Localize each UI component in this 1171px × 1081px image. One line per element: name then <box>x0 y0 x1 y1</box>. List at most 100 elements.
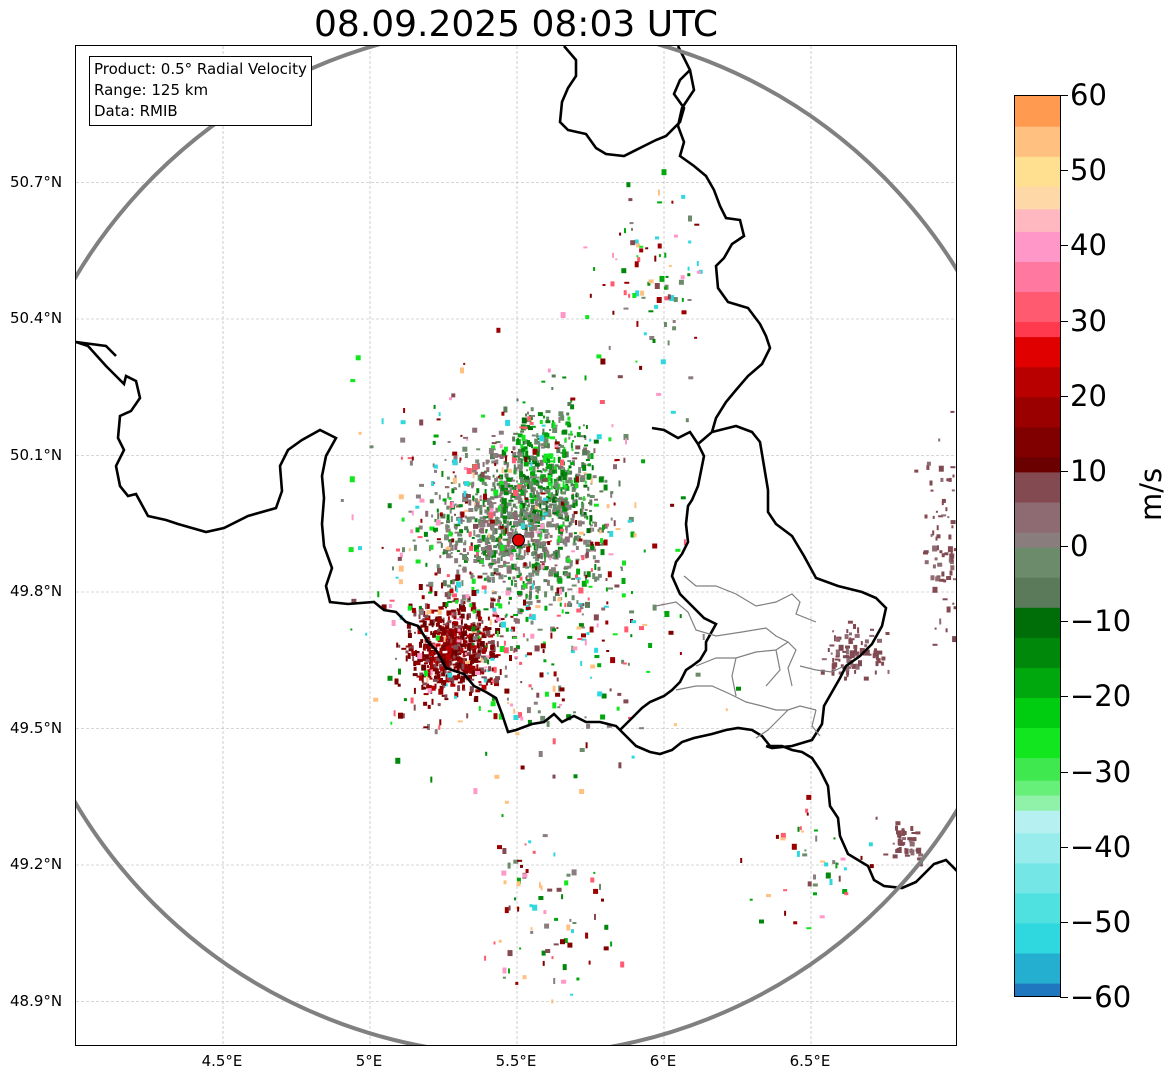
velocity-echo <box>574 535 579 541</box>
velocity-echo <box>910 849 915 856</box>
velocity-echo <box>434 469 437 473</box>
velocity-echo <box>407 643 412 647</box>
velocity-echo <box>471 670 477 677</box>
velocity-echo <box>462 499 467 503</box>
velocity-echo <box>560 415 565 421</box>
velocity-echo <box>542 469 548 472</box>
velocity-echo <box>628 716 631 719</box>
colorbar-band <box>1015 667 1060 698</box>
velocity-echo <box>422 620 427 627</box>
velocity-echo <box>543 453 549 458</box>
velocity-echo <box>575 577 581 580</box>
velocity-echo <box>506 697 509 701</box>
velocity-echo <box>529 492 533 498</box>
velocity-echo <box>444 458 447 461</box>
velocity-echo <box>442 627 445 634</box>
velocity-echo <box>554 571 558 574</box>
velocity-echo <box>439 647 443 654</box>
colorbar-band <box>1015 456 1060 473</box>
velocity-echo <box>415 559 421 564</box>
velocity-echo <box>851 663 857 669</box>
info-product: Product: 0.5° Radial Velocity <box>94 60 307 78</box>
velocity-echo <box>450 637 455 644</box>
velocity-echo <box>519 947 522 950</box>
velocity-echo <box>559 703 562 706</box>
velocity-echo <box>560 312 566 318</box>
velocity-echo <box>892 842 895 845</box>
velocity-echo <box>567 416 571 421</box>
velocity-echo <box>540 643 546 649</box>
velocity-echo <box>881 661 885 666</box>
velocity-echo <box>476 550 478 557</box>
velocity-echo <box>452 471 455 474</box>
velocity-echo <box>554 592 560 596</box>
velocity-echo <box>485 751 488 756</box>
velocity-echo <box>553 481 559 488</box>
colorbar-band <box>1015 396 1060 428</box>
velocity-echo <box>512 576 516 580</box>
velocity-echo <box>536 470 542 473</box>
velocity-echo <box>602 524 605 530</box>
velocity-echo <box>585 577 587 582</box>
lat-tick-label: 49.5°N <box>10 718 63 737</box>
velocity-echo <box>507 547 513 554</box>
velocity-echo <box>526 490 528 493</box>
velocity-echo <box>561 979 567 984</box>
velocity-echo <box>421 676 424 683</box>
velocity-echo <box>524 439 528 445</box>
velocity-echo <box>944 552 949 556</box>
velocity-echo <box>426 584 430 587</box>
velocity-echo <box>592 475 597 479</box>
velocity-echo <box>460 634 465 639</box>
velocity-echo <box>681 194 686 199</box>
velocity-echo <box>801 830 804 833</box>
velocity-echo <box>414 631 416 634</box>
velocity-echo <box>530 486 534 492</box>
velocity-echo <box>454 692 459 698</box>
velocity-echo <box>477 539 483 543</box>
velocity-echo <box>877 661 882 664</box>
velocity-echo <box>459 677 465 683</box>
velocity-echo <box>472 575 475 578</box>
velocity-echo <box>669 295 675 302</box>
velocity-echo <box>438 677 440 680</box>
velocity-echo <box>483 516 486 520</box>
velocity-echo <box>455 505 461 508</box>
velocity-echo <box>847 620 853 624</box>
velocity-echo <box>438 724 441 730</box>
velocity-echo <box>425 539 429 542</box>
velocity-echo <box>460 618 463 625</box>
velocity-echo <box>530 513 535 520</box>
velocity-echo <box>442 623 448 626</box>
velocity-echo <box>531 415 535 417</box>
velocity-echo <box>453 616 457 620</box>
velocity-echo <box>424 614 429 620</box>
velocity-echo <box>546 672 549 675</box>
velocity-echo <box>545 551 550 558</box>
velocity-echo <box>820 860 826 863</box>
velocity-echo <box>628 293 631 298</box>
radar-site-marker[interactable] <box>511 533 525 547</box>
velocity-echo <box>560 536 563 543</box>
velocity-echo <box>941 553 945 558</box>
velocity-echo <box>504 469 508 473</box>
velocity-echo <box>529 590 532 593</box>
velocity-echo <box>476 488 480 494</box>
velocity-echo <box>736 686 741 691</box>
velocity-echo <box>405 650 409 654</box>
velocity-echo <box>464 481 470 487</box>
velocity-echo <box>915 848 919 852</box>
radar-map[interactable] <box>75 45 957 1046</box>
velocity-echo <box>576 626 582 630</box>
velocity-echo <box>749 898 753 901</box>
velocity-echo <box>603 484 608 491</box>
velocity-echo <box>583 514 587 519</box>
velocity-echo <box>464 501 468 504</box>
velocity-echo <box>629 610 635 614</box>
velocity-echo <box>530 407 534 412</box>
velocity-echo <box>528 572 533 578</box>
velocity-echo <box>477 627 480 631</box>
velocity-echo <box>601 607 606 611</box>
velocity-echo <box>640 290 645 296</box>
velocity-echo <box>572 542 577 546</box>
